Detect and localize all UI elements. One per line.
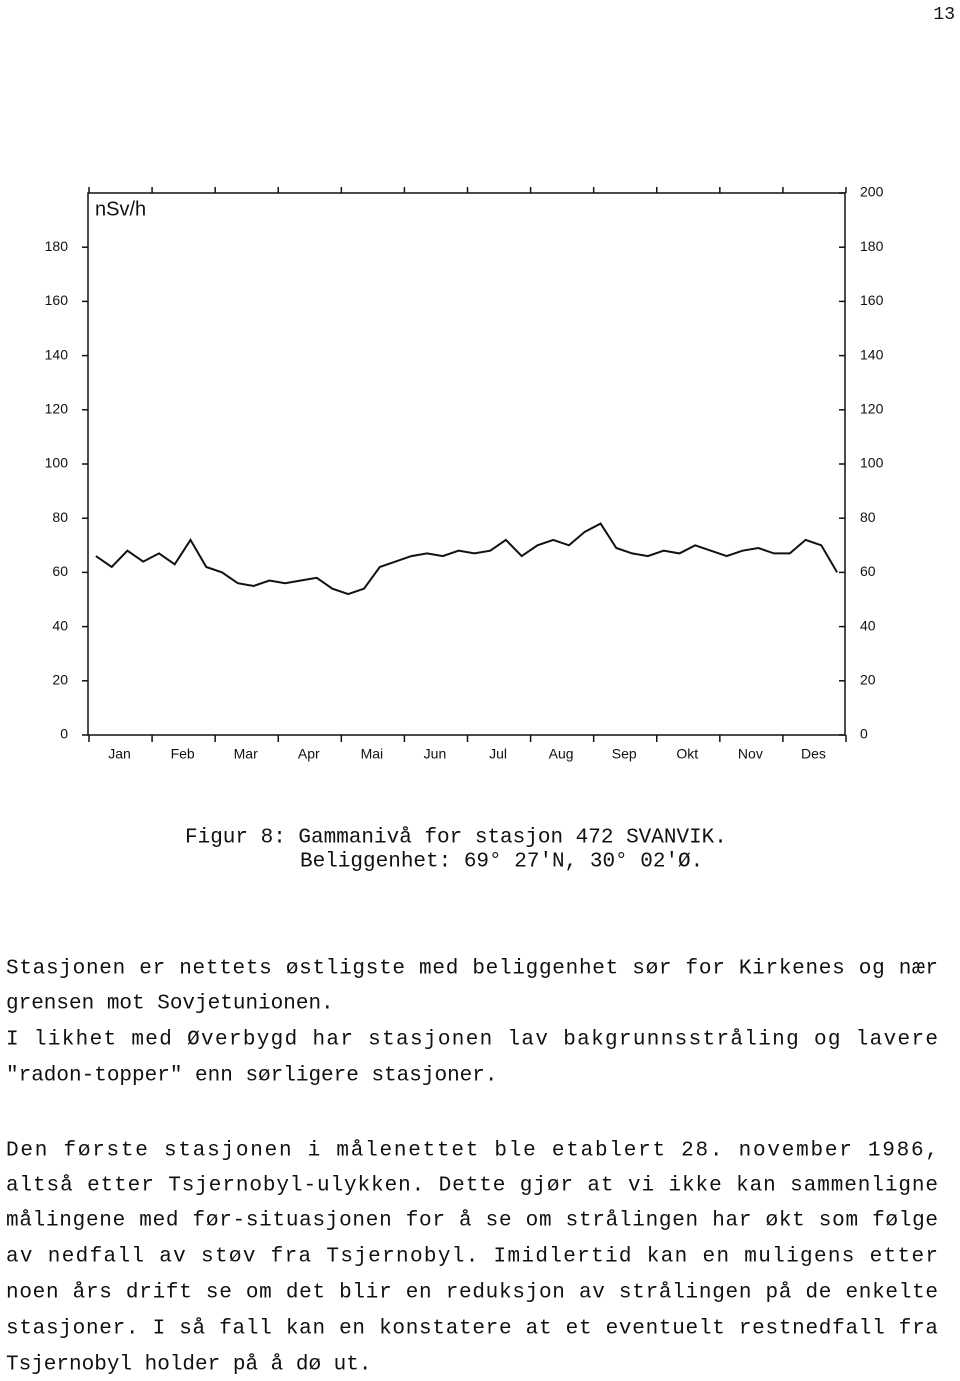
caption-line: Figur 8: Gammanivå for stasjon 472 SVANV… <box>185 827 727 850</box>
x-tick-label: Des <box>801 746 826 762</box>
y2-tick-label: 60 <box>860 563 876 579</box>
x-tick-label: Aug <box>549 746 574 762</box>
y-tick-label: 100 <box>45 455 69 471</box>
x-tick-label: Okt <box>676 746 698 762</box>
body-line: altså etter Tsjernobyl-ulykken. Dette gj… <box>6 1175 938 1198</box>
x-tick-label: Mai <box>361 746 384 762</box>
y-tick-label: 60 <box>52 563 68 579</box>
y2-tick-label: 80 <box>860 509 876 525</box>
caption-line: Beliggenhet: 69° 27'N, 30° 02'Ø. <box>300 851 703 874</box>
body-line: "radon-topper" enn sørligere stasjoner. <box>6 1065 497 1088</box>
x-tick-label: Jun <box>424 746 447 762</box>
x-tick-label: Jan <box>108 746 131 762</box>
y2-tick-label: 100 <box>860 455 884 471</box>
body-line: Den første stasjonen i målenettet ble et… <box>6 1140 938 1163</box>
y2-tick-label: 200 <box>860 184 884 200</box>
y2-tick-label: 0 <box>860 726 868 742</box>
body-line: Stasjonen er nettets østligste med belig… <box>6 958 938 981</box>
x-tick-label: Mar <box>234 746 258 762</box>
x-tick-label: Jul <box>489 746 507 762</box>
y2-tick-label: 40 <box>860 617 876 633</box>
body-line: stasjoner. I så fall kan en konstatere a… <box>6 1318 938 1341</box>
body-line: av nedfall av støv fra Tsjernobyl. Imidl… <box>6 1246 938 1269</box>
page-number: 13 <box>933 5 955 25</box>
data-line <box>95 522 838 596</box>
y2-tick-label: 20 <box>860 672 876 688</box>
body-line: I likhet med Øverbygd har stasjonen lav … <box>6 1029 938 1052</box>
x-tick-label: Apr <box>298 746 320 762</box>
x-tick-label: Nov <box>738 746 763 762</box>
y2-tick-label: 160 <box>860 292 884 308</box>
plot-frame <box>87 192 846 736</box>
x-tick-label: Feb <box>171 746 195 762</box>
body-line: noen års drift se om det blir en reduksj… <box>6 1282 938 1305</box>
y-axis-label: nSv/h <box>95 198 146 220</box>
y2-tick-label: 120 <box>860 401 884 417</box>
y-tick-label: 20 <box>52 672 68 688</box>
x-tick-label: Sep <box>612 746 637 762</box>
y-tick-label: 120 <box>45 401 69 417</box>
y2-tick-label: 180 <box>860 238 884 254</box>
y-tick-label: 80 <box>52 509 68 525</box>
body-line: grensen mot Sovjetunionen. <box>6 993 334 1016</box>
y-tick-label: 40 <box>52 617 68 633</box>
y-tick-label: 160 <box>45 292 69 308</box>
body-line: Tsjernobyl holder på å dø ut. <box>6 1354 371 1377</box>
y2-tick-label: 140 <box>860 346 884 362</box>
body-line: målingene med før-situasjonen for å se o… <box>6 1210 938 1233</box>
y-tick-label: 0 <box>60 726 68 742</box>
y-tick-label: 140 <box>45 346 69 362</box>
y-tick-label: 180 <box>45 238 69 254</box>
